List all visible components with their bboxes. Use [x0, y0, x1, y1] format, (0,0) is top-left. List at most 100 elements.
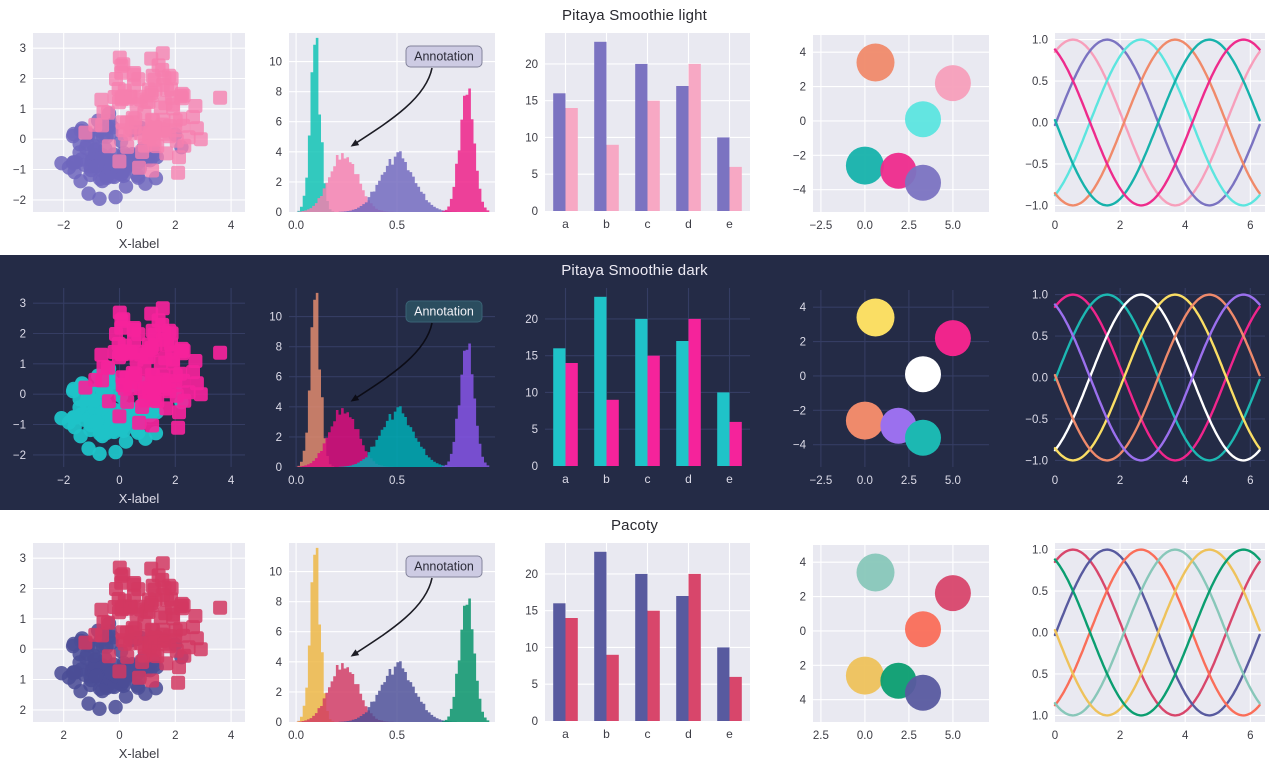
svg-text:0: 0 — [532, 716, 538, 728]
svg-text:0.0: 0.0 — [288, 475, 304, 487]
svg-text:0.5: 0.5 — [1032, 669, 1048, 681]
svg-text:5: 5 — [532, 424, 538, 436]
svg-text:0: 0 — [116, 475, 122, 487]
svg-text:5: 5 — [532, 679, 538, 691]
svg-text:20: 20 — [525, 569, 538, 581]
svg-text:0: 0 — [116, 730, 122, 742]
svg-text:−2.5: −2.5 — [810, 220, 833, 232]
svg-text:0: 0 — [20, 389, 26, 401]
bubble-plot: −2.5 0.0 2.5 5.0 −4 −2 0 2 4 — [770, 0, 1020, 255]
svg-text:X-label: X-label — [119, 491, 160, 506]
svg-text:6: 6 — [1247, 475, 1253, 487]
svg-text:8: 8 — [276, 87, 282, 99]
svg-text:8: 8 — [276, 342, 282, 354]
svg-text:2: 2 — [20, 584, 26, 596]
svg-text:0: 0 — [532, 461, 538, 473]
svg-text:4: 4 — [800, 557, 807, 569]
svg-text:d: d — [685, 217, 692, 231]
svg-text:−0.5: −0.5 — [1025, 414, 1048, 426]
svg-text:4: 4 — [800, 695, 807, 707]
scatter-plot: −2 0 2 4 −2 −1 0 1 2 3 X-label — [0, 255, 260, 510]
svg-text:0: 0 — [276, 717, 282, 729]
svg-text:0.0: 0.0 — [1032, 373, 1048, 385]
svg-text:c: c — [645, 217, 651, 231]
svg-text:−1: −1 — [13, 165, 26, 177]
svg-text:0: 0 — [800, 626, 806, 638]
svg-text:2: 2 — [60, 730, 66, 742]
svg-text:4: 4 — [276, 657, 283, 669]
svg-text:5.0: 5.0 — [945, 220, 961, 232]
svg-text:−4: −4 — [793, 440, 807, 452]
svg-text:−1: −1 — [13, 420, 26, 432]
svg-text:e: e — [726, 472, 733, 486]
svg-text:a: a — [562, 472, 569, 486]
panel-strip-pacoty: 2 0 2 4 2 1 0 1 2 3 X-label Annotation 0.0 0.5 0 2 4 6 8 1… — [0, 510, 1269, 765]
svg-text:0.5: 0.5 — [389, 220, 405, 232]
svg-text:4: 4 — [276, 147, 283, 159]
svg-text:5.0: 5.0 — [945, 475, 961, 487]
svg-text:20: 20 — [525, 314, 538, 326]
panel-strip-light: −2 0 2 4 −2 −1 0 1 2 3 X-label Annotation 0.0 0.5 0 2 4… — [0, 0, 1269, 255]
svg-text:0.0: 0.0 — [857, 475, 873, 487]
histogram-plot: Annotation 0.0 0.5 0 2 4 6 8 10 — [260, 255, 520, 510]
bar-chart: a b c d e 0 5 10 15 20 — [520, 255, 770, 510]
svg-text:1.0: 1.0 — [1032, 35, 1048, 47]
histogram-plot: Annotation 0.0 0.5 0 2 4 6 8 10 — [260, 0, 520, 255]
svg-text:8: 8 — [276, 597, 282, 609]
svg-text:0: 0 — [116, 220, 122, 232]
svg-text:e: e — [726, 727, 733, 741]
svg-text:1: 1 — [20, 104, 26, 116]
row-pitaya-smoothie-dark: Pitaya Smoothie dark −2 0 2 4 −2 −1 0 1 2 3 X-labe… — [0, 255, 1269, 510]
svg-text:0.5: 0.5 — [389, 475, 405, 487]
svg-text:6: 6 — [276, 627, 282, 639]
svg-text:2.5: 2.5 — [901, 475, 917, 487]
svg-text:0: 0 — [20, 644, 26, 656]
svg-text:6: 6 — [1247, 730, 1253, 742]
svg-text:10: 10 — [269, 57, 282, 69]
svg-text:4: 4 — [1182, 730, 1189, 742]
svg-text:−2: −2 — [57, 220, 70, 232]
bubble-plot: 2.5 0.0 2.5 5.0 4 2 0 2 4 — [770, 510, 1020, 765]
svg-text:2.5: 2.5 — [901, 730, 917, 742]
svg-text:−4: −4 — [793, 185, 807, 197]
svg-text:0.5: 0.5 — [389, 730, 405, 742]
svg-text:0.0: 0.0 — [1032, 118, 1048, 130]
svg-text:−1.0: −1.0 — [1025, 455, 1048, 467]
svg-text:3: 3 — [20, 298, 26, 310]
svg-text:0.5: 0.5 — [1032, 586, 1048, 598]
svg-text:2: 2 — [172, 730, 178, 742]
svg-text:2: 2 — [276, 432, 282, 444]
svg-text:b: b — [603, 472, 610, 486]
svg-text:0: 0 — [276, 462, 282, 474]
svg-text:X-label: X-label — [119, 236, 160, 251]
svg-text:5.0: 5.0 — [945, 730, 961, 742]
svg-text:10: 10 — [525, 132, 538, 144]
line-plot: 0 2 4 6 1.0 0.5 0.0 0.5 1.0 — [1020, 510, 1269, 765]
svg-text:−0.5: −0.5 — [1025, 159, 1048, 171]
svg-text:a: a — [562, 727, 569, 741]
svg-text:4: 4 — [228, 475, 235, 487]
svg-text:2: 2 — [800, 337, 806, 349]
svg-text:10: 10 — [525, 642, 538, 654]
panel-strip-dark: −2 0 2 4 −2 −1 0 1 2 3 X-label Annotation 0.0 0.5 0 2 4… — [0, 255, 1269, 510]
svg-text:0: 0 — [20, 134, 26, 146]
svg-text:2: 2 — [20, 705, 26, 717]
scatter-plot: 2 0 2 4 2 1 0 1 2 3 X-label — [0, 510, 260, 765]
svg-text:Annotation: Annotation — [414, 305, 474, 319]
svg-text:2: 2 — [172, 475, 178, 487]
histogram-plot: Annotation 0.0 0.5 0 2 4 6 8 10 — [260, 510, 520, 765]
svg-text:15: 15 — [525, 606, 538, 618]
svg-text:2: 2 — [20, 74, 26, 86]
svg-text:−2.5: −2.5 — [810, 475, 833, 487]
svg-text:3: 3 — [20, 553, 26, 565]
svg-text:0.0: 0.0 — [857, 730, 873, 742]
svg-text:−2: −2 — [13, 195, 26, 207]
svg-text:0.5: 0.5 — [1032, 76, 1048, 88]
svg-text:−2: −2 — [13, 450, 26, 462]
svg-text:−1.0: −1.0 — [1025, 200, 1048, 212]
svg-text:0.0: 0.0 — [288, 220, 304, 232]
svg-text:2: 2 — [800, 660, 806, 672]
svg-text:0.0: 0.0 — [857, 220, 873, 232]
svg-text:4: 4 — [228, 730, 235, 742]
svg-text:2: 2 — [1117, 220, 1123, 232]
